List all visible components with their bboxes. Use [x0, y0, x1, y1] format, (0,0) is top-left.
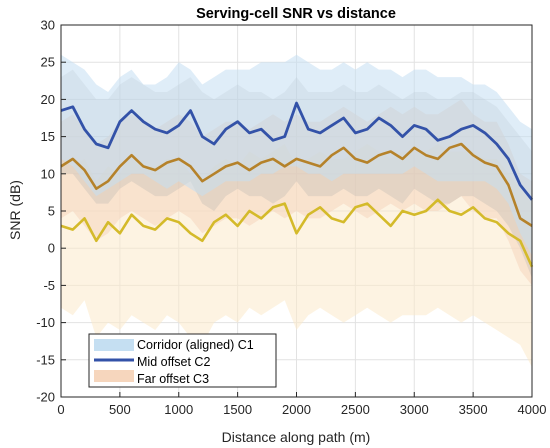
y-tick-label: 25: [41, 55, 55, 70]
series-lines: [60, 101, 534, 268]
y-tick-label: 10: [41, 166, 55, 181]
line-far-offset: [60, 142, 533, 227]
y-tick-label: 5: [48, 204, 55, 219]
y-tick-label: -20: [36, 390, 55, 405]
y-tick-label: -15: [36, 352, 55, 367]
y-tick-label: 15: [41, 129, 55, 144]
y-tick-label: -10: [36, 315, 55, 330]
confidence-bands: [61, 54, 532, 368]
x-tick-label: 0: [57, 402, 64, 417]
legend-label-mid-offset: Mid offset C2: [137, 355, 210, 369]
x-tick-label: 1000: [164, 402, 193, 417]
y-tick-label: -5: [43, 278, 55, 293]
x-tick-label: 3000: [400, 402, 429, 417]
legend-swatch-far-offset: [94, 370, 134, 382]
x-tick-label: 2500: [341, 402, 370, 417]
legend: Corridor (aligned) C1 Mid offset C2 Far …: [88, 333, 277, 388]
legend-label-far-offset: Far offset C3: [137, 372, 209, 386]
y-axis-label: SNR (dB): [7, 180, 23, 240]
y-tick-label: 30: [41, 18, 55, 33]
line-low-series: [60, 198, 534, 268]
y-tick-label: 0: [48, 241, 55, 256]
chart-title: Serving-cell SNR vs distance: [196, 6, 396, 22]
y-axis-ticks: 30 25 20 15 10 5 0 -5 -10 -15 -20: [36, 18, 66, 405]
x-tick-label: 500: [109, 402, 131, 417]
legend-label-corridor: Corridor (aligned) C1: [137, 338, 254, 352]
x-tick-label: 1500: [223, 402, 252, 417]
x-tick-label: 3500: [459, 402, 488, 417]
x-axis-label: Distance along path (m): [222, 429, 371, 445]
line-mid-offset: [60, 101, 534, 201]
y-tick-label: 20: [41, 92, 55, 107]
band-corridor: [61, 54, 532, 256]
x-tick-label: 4000: [518, 402, 547, 417]
legend-swatch-corridor: [94, 339, 134, 351]
x-axis-ticks: 0 500 1000 1500 2000 2500 3000 3500 4000: [57, 392, 546, 417]
x-tick-label: 2000: [282, 402, 311, 417]
